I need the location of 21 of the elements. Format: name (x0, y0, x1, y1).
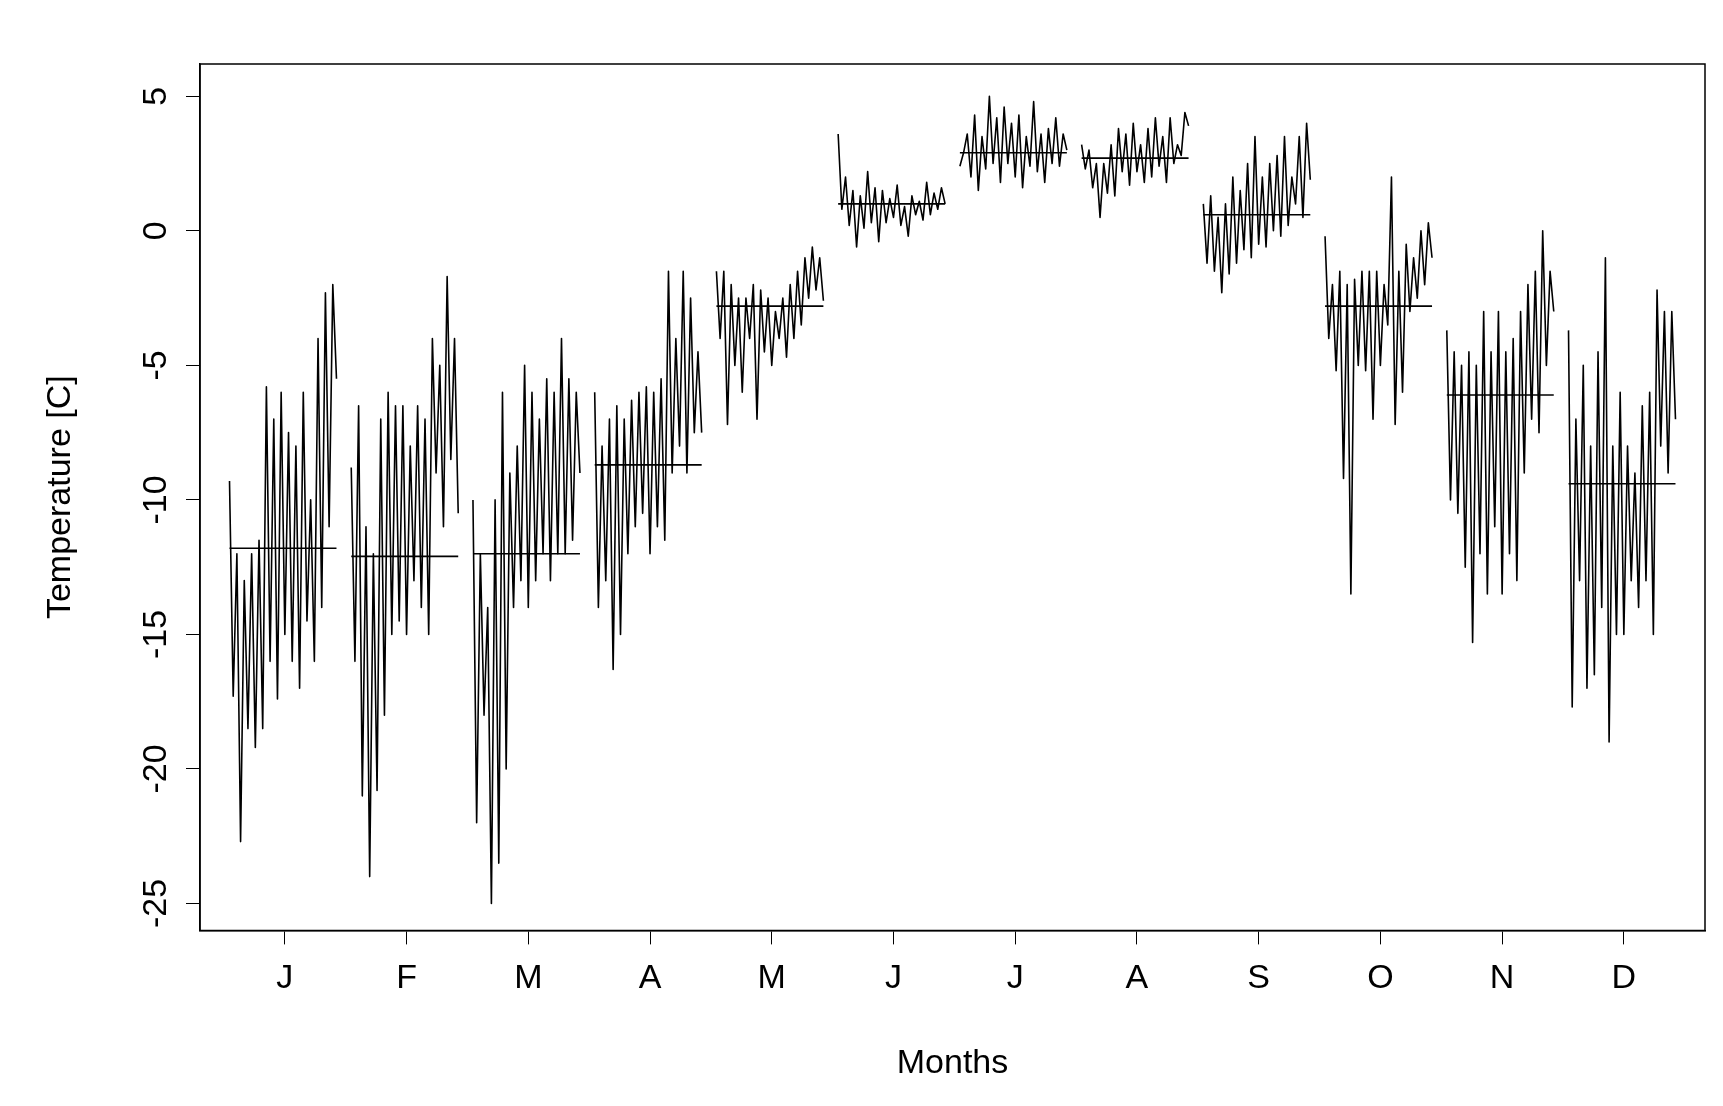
x-tick-label: F (396, 957, 417, 996)
x-tick-label: J (1006, 957, 1024, 996)
y-tick-label: -5 (135, 350, 174, 381)
x-tick-label: J (276, 957, 294, 996)
x-tick-label: O (1367, 957, 1394, 996)
x-tick-label: M (757, 957, 786, 996)
x-tick-label: S (1247, 957, 1271, 996)
y-tick-label: 5 (135, 86, 174, 106)
y-axis-title: Temperature [C] (38, 375, 77, 620)
y-tick-label: -10 (135, 475, 174, 525)
x-axis-title: Months (896, 1041, 1009, 1080)
x-tick-label: A (1125, 957, 1149, 996)
x-tick-label: A (638, 957, 662, 996)
x-tick-label: N (1489, 957, 1515, 996)
x-tick-label: D (1611, 957, 1637, 996)
y-tick-label: 0 (135, 221, 174, 241)
x-tick-label: J (884, 957, 902, 996)
x-tick-label: M (514, 957, 543, 996)
y-tick-label: -15 (135, 609, 174, 659)
y-tick-label: -25 (135, 878, 174, 929)
y-tick-label: -20 (135, 744, 174, 794)
